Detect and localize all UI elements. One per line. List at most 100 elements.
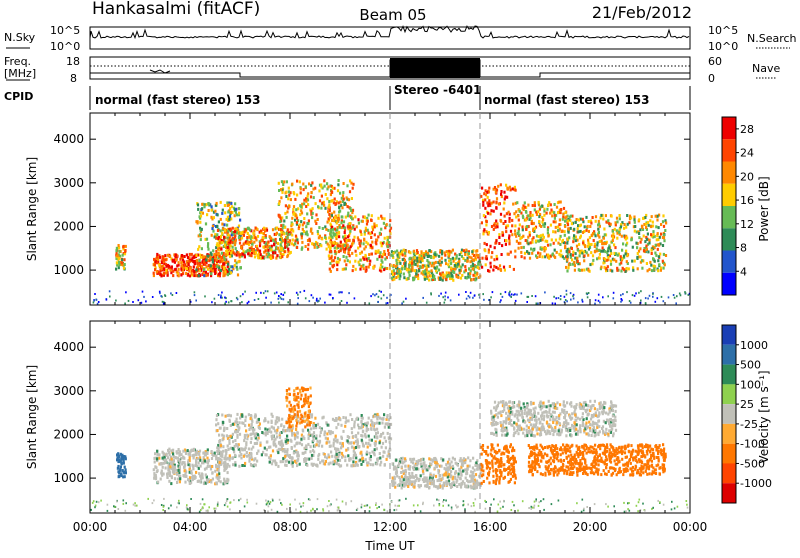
scatter-cell <box>255 442 257 445</box>
scatter-cell <box>360 233 362 236</box>
scatter-cell <box>287 236 289 239</box>
scatter-cell <box>369 232 371 235</box>
scatter-cell <box>276 429 278 432</box>
scatter-cell <box>98 301 100 303</box>
scatter-cell <box>495 220 497 223</box>
scatter-cell <box>531 295 533 297</box>
scatter-cell <box>515 216 517 219</box>
scatter-cell <box>509 291 511 293</box>
scatter-cell <box>220 269 222 272</box>
scatter-cell <box>433 505 435 507</box>
scatter-cell <box>564 220 566 223</box>
scatter-cell <box>294 396 296 399</box>
scatter-cell <box>215 508 217 510</box>
scatter-cell <box>186 506 188 508</box>
scatter-cell <box>248 413 250 416</box>
scatter-cell <box>423 271 425 274</box>
scatter-cell <box>198 274 200 277</box>
scatter-cell <box>308 437 310 440</box>
scatter-cell <box>341 216 343 219</box>
scatter-cell <box>546 208 548 211</box>
scatter-cell <box>297 452 299 455</box>
scatter-cell <box>601 239 603 242</box>
scatter-cell <box>212 478 214 481</box>
scatter-cell <box>243 455 245 458</box>
scatter-cell <box>250 455 252 458</box>
scatter-cell <box>387 455 389 458</box>
scatter-cell <box>197 208 199 211</box>
scatter-cell <box>393 264 395 267</box>
scatter-cell <box>293 452 295 455</box>
scatter-cell <box>583 508 585 510</box>
scatter-cell <box>316 246 318 249</box>
scatter-cell <box>527 242 529 245</box>
scatter-cell <box>339 210 341 213</box>
scatter-cell <box>375 462 377 465</box>
scatter-cell <box>188 270 190 273</box>
scatter-cell <box>237 273 239 276</box>
scatter-cell <box>216 225 218 228</box>
scatter-cell <box>352 183 354 186</box>
scatter-cell <box>424 278 426 281</box>
scatter-cell <box>290 410 292 413</box>
scatter-cell <box>319 461 321 464</box>
freq-tick-high: 18 <box>66 55 80 68</box>
scatter-cell <box>225 250 227 253</box>
scatter-cell <box>277 451 279 454</box>
scatter-cell <box>218 220 220 223</box>
scatter-cell <box>246 242 248 245</box>
scatter-cell <box>338 214 340 217</box>
scatter-cell <box>641 226 643 229</box>
scatter-cell <box>660 223 662 226</box>
scatter-cell <box>525 218 527 221</box>
scatter-cell <box>238 236 240 239</box>
scatter-cell <box>540 234 542 237</box>
scatter-cell <box>351 252 353 255</box>
scatter-cell <box>186 253 188 256</box>
scatter-cell <box>615 221 617 224</box>
scatter-cell <box>538 235 540 238</box>
scatter-cell <box>368 266 370 269</box>
scatter-cell <box>182 450 184 453</box>
scatter-cell <box>481 266 483 269</box>
scatter-cell <box>93 302 95 304</box>
scatter-cell <box>465 249 467 252</box>
scatter-cell <box>333 211 335 214</box>
scatter-cell <box>256 421 258 424</box>
scatter-cell <box>284 244 286 247</box>
scatter-cell <box>223 223 225 226</box>
scatter-cell <box>519 223 521 226</box>
scatter-cell <box>403 273 405 276</box>
scatter-cell <box>370 244 372 247</box>
scatter-cell <box>329 216 331 219</box>
scatter-cell <box>375 241 377 244</box>
scatter-cell <box>445 500 447 502</box>
scatter-cell <box>587 242 589 245</box>
scatter-cell <box>427 261 429 264</box>
scatter-cell <box>350 458 352 461</box>
scatter-cell <box>351 500 353 502</box>
scatter-cell <box>115 268 117 271</box>
y-tick-label: 3000 <box>53 176 84 190</box>
scatter-cell <box>236 213 238 216</box>
scatter-cell <box>238 212 240 215</box>
scatter-cell <box>176 292 178 294</box>
scatter-cell <box>357 508 359 510</box>
scatter-cell <box>371 226 373 229</box>
scatter-cell <box>352 239 354 242</box>
scatter-cell <box>184 466 186 469</box>
scatter-cell <box>534 204 536 207</box>
scatter-cell <box>198 480 200 483</box>
scatter-cell <box>288 414 290 417</box>
scatter-cell <box>347 454 349 457</box>
scatter-cell <box>388 450 390 453</box>
scatter-cell <box>235 208 237 211</box>
scatter-cell <box>282 460 284 463</box>
scatter-cell <box>522 207 524 210</box>
scatter-cell <box>607 506 609 508</box>
scatter-cell <box>266 453 268 456</box>
colorbar-swatch <box>722 162 736 184</box>
scatter-cell <box>186 504 188 506</box>
scatter-cell <box>240 246 242 249</box>
